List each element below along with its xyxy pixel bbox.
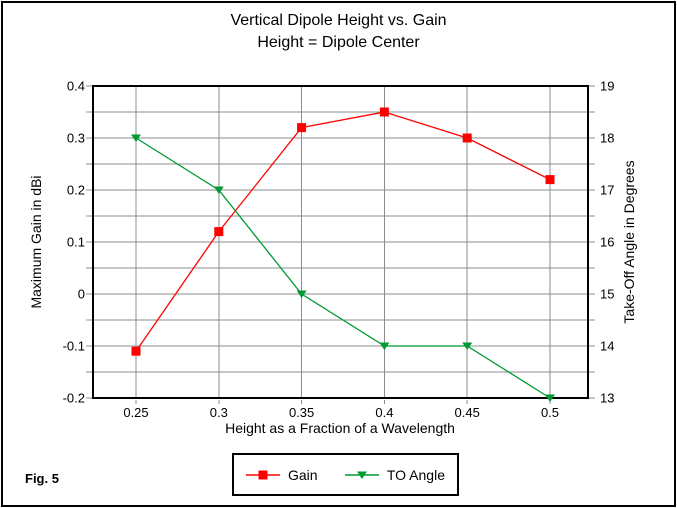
plot-frame-layer (92, 85, 589, 399)
gain-data-point (297, 123, 307, 133)
gain-data-point (545, 175, 555, 185)
left-axis-tick-label: -0.2 (63, 391, 85, 406)
to-angle-line (135, 137, 551, 399)
right-axis-tick-label: 15 (600, 287, 614, 302)
left-axis-tick-label: 0.1 (67, 235, 85, 250)
legend-label-to-angle: TO Angle (386, 466, 445, 483)
y-axis-right-title: Take-Off Angle in Degrees (621, 160, 637, 323)
legend-item-gain: Gain (246, 467, 318, 483)
legend-label-gain: Gain (288, 466, 318, 483)
gain-data-point (379, 107, 389, 117)
y-axis-left-title: Maximum Gain in dBi (28, 175, 44, 308)
x-axis-tick-label: 0.35 (289, 405, 314, 420)
gain-data-point (131, 346, 141, 356)
left-axis-tick-label: 0.3 (67, 131, 85, 146)
to-angle-data-point (379, 342, 390, 350)
to-angle-legend-marker (356, 471, 367, 479)
gain-legend-marker (258, 470, 268, 479)
plot-border (92, 85, 589, 399)
series-layer (131, 107, 555, 402)
tick-labels-layer: 0.4 0.3 0.2 0.1 0 -0.1 -0.2 19 18 17 16 15 14 13 0.25 0… (63, 79, 615, 421)
left-axis-tick-label: 0.4 (67, 79, 85, 94)
gain-legend-swatch (246, 470, 280, 479)
chart-title-line2: Height = Dipole Center (257, 34, 420, 51)
gain-data-point (214, 227, 224, 237)
right-axis-tick-label: 17 (600, 183, 614, 198)
right-axis-tick-label: 19 (600, 79, 614, 94)
right-axis-tick-label: 13 (600, 391, 614, 406)
to-angle-data-point (213, 186, 224, 194)
chart-title-line1: Vertical Dipole Height vs. Gain (230, 12, 447, 29)
legend-box: Gain TO Angle (232, 453, 459, 496)
left-axis-tick-label: -0.1 (63, 339, 85, 354)
to-angle-legend-swatch (344, 471, 379, 479)
right-axis-tick-label: 18 (600, 131, 614, 146)
gridlines-layer (86, 85, 595, 404)
left-axis-tick-label: 0.2 (67, 183, 85, 198)
x-axis-tick-label: 0.4 (375, 405, 393, 420)
x-axis-tick-label: 0.45 (455, 405, 480, 420)
to-angle-data-point (296, 290, 307, 298)
to-angle-data-point (131, 134, 141, 142)
left-axis-tick-label: 0 (78, 287, 85, 302)
right-axis-tick-label: 14 (600, 339, 614, 354)
legend-item-to-angle: TO Angle (344, 466, 445, 483)
right-axis-tick-label: 16 (600, 235, 614, 250)
x-axis-tick-label: 0.25 (123, 405, 148, 420)
figure-caption: Fig. 5 (25, 471, 59, 486)
to-angle-data-point (545, 394, 555, 402)
gain-data-point (462, 133, 472, 143)
x-axis-tick-label: 0.3 (210, 405, 228, 420)
gain-line (135, 111, 551, 352)
to-angle-data-point (462, 342, 473, 350)
chart-title: Vertical Dipole Height vs. Gain Height =… (0, 10, 677, 54)
x-axis-title: Height as a Fraction of a Wavelength (225, 420, 455, 436)
x-axis-tick-label: 0.5 (541, 405, 559, 420)
